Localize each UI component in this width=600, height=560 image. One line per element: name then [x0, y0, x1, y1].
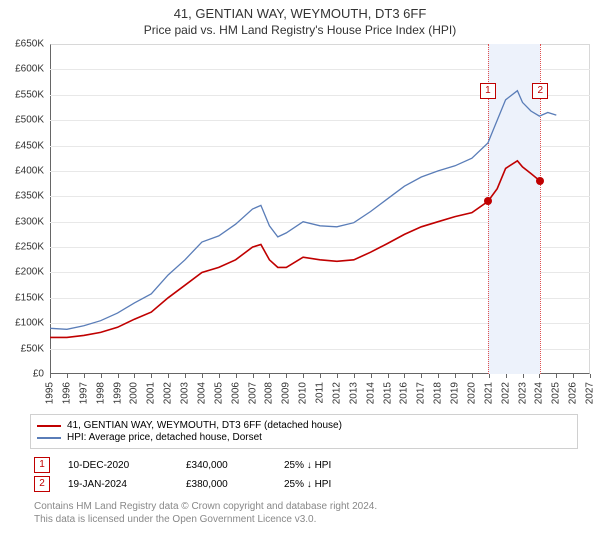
y-tick-label: £100K [15, 318, 44, 329]
sale-price: £340,000 [186, 460, 266, 471]
sale-delta: 25% ↓ HPI [284, 460, 384, 471]
x-tick-label: 1999 [112, 382, 123, 404]
x-tick-label: 2005 [213, 382, 224, 404]
x-tick-label: 2009 [281, 382, 292, 404]
sale-marker: 2 [34, 476, 50, 492]
sale-row: 2 19-JAN-2024 £380,000 25% ↓ HPI [34, 476, 578, 492]
sale-date: 19-JAN-2024 [68, 479, 168, 490]
sale-date: 10-DEC-2020 [68, 460, 168, 471]
x-tick-label: 2026 [568, 382, 579, 404]
sale-row: 1 10-DEC-2020 £340,000 25% ↓ HPI [34, 457, 578, 473]
x-tick-label: 2025 [551, 382, 562, 404]
x-tick-label: 2024 [534, 382, 545, 404]
y-tick-label: £50K [21, 343, 44, 354]
legend-swatch [37, 437, 61, 439]
x-tick-label: 1998 [95, 382, 106, 404]
x-tick-label: 2011 [315, 382, 326, 404]
y-axis-labels: £0£50K£100K£150K£200K£250K£300K£350K£400… [0, 44, 48, 374]
chart-marker: 2 [532, 83, 548, 99]
sale-delta: 25% ↓ HPI [284, 479, 384, 490]
series-hpi [50, 91, 556, 330]
y-tick-label: £350K [15, 191, 44, 202]
x-tick [590, 374, 591, 378]
chart-marker: 1 [480, 83, 496, 99]
legend-label: HPI: Average price, detached house, Dors… [67, 432, 262, 443]
series-property [50, 161, 540, 338]
x-tick-label: 1995 [45, 382, 56, 404]
y-tick-label: £600K [15, 64, 44, 75]
x-tick-label: 2012 [331, 382, 342, 404]
x-tick-label: 2008 [264, 382, 275, 404]
x-tick-label: 2006 [230, 382, 241, 404]
x-tick-label: 2022 [500, 382, 511, 404]
sale-price: £380,000 [186, 479, 266, 490]
chart-subtitle: Price paid vs. HM Land Registry's House … [0, 23, 600, 37]
y-tick-label: £550K [15, 89, 44, 100]
x-tick-label: 2018 [433, 382, 444, 404]
sale-marker: 1 [34, 457, 50, 473]
sales-table: 1 10-DEC-2020 £340,000 25% ↓ HPI 2 19-JAN-202… [30, 457, 578, 492]
chart-title: 41, GENTIAN WAY, WEYMOUTH, DT3 6FF [0, 6, 600, 21]
sale-dot [536, 177, 544, 185]
footer-text: Contains HM Land Registry data © Crown c… [30, 500, 578, 526]
x-tick-label: 2027 [585, 382, 596, 404]
x-tick-label: 2017 [416, 382, 427, 404]
legend-swatch [37, 425, 61, 427]
y-tick-label: £0 [33, 369, 44, 380]
legend-box: 41, GENTIAN WAY, WEYMOUTH, DT3 6FF (deta… [30, 414, 578, 449]
y-tick-label: £250K [15, 242, 44, 253]
sale-dot [484, 197, 492, 205]
x-tick-label: 2010 [298, 382, 309, 404]
legend-and-footer: 41, GENTIAN WAY, WEYMOUTH, DT3 6FF (deta… [30, 414, 578, 526]
series-lines [50, 44, 590, 374]
x-tick-label: 2013 [348, 382, 359, 404]
x-tick-label: 2023 [517, 382, 528, 404]
x-tick-label: 2003 [180, 382, 191, 404]
x-tick-label: 2004 [196, 382, 207, 404]
y-tick-label: £650K [15, 39, 44, 50]
x-tick-label: 2021 [483, 382, 494, 404]
footer-line-2: This data is licensed under the Open Gov… [34, 513, 578, 526]
y-tick-label: £400K [15, 165, 44, 176]
legend-row: 41, GENTIAN WAY, WEYMOUTH, DT3 6FF (deta… [37, 420, 571, 431]
x-tick-label: 1996 [61, 382, 72, 404]
x-tick-label: 2020 [466, 382, 477, 404]
y-tick-label: £150K [15, 292, 44, 303]
x-tick-label: 1997 [78, 382, 89, 404]
x-tick-label: 2016 [399, 382, 410, 404]
plot-area: 12 [50, 44, 590, 374]
x-axis-labels: 1995199619971998199920002001200220032004… [50, 378, 590, 418]
x-tick-label: 2014 [365, 382, 376, 404]
legend-label: 41, GENTIAN WAY, WEYMOUTH, DT3 6FF (deta… [67, 420, 342, 431]
x-tick-label: 2002 [163, 382, 174, 404]
y-tick-label: £300K [15, 216, 44, 227]
x-tick-label: 2000 [129, 382, 140, 404]
x-tick-label: 2007 [247, 382, 258, 404]
y-tick-label: £200K [15, 267, 44, 278]
legend-row: HPI: Average price, detached house, Dors… [37, 432, 571, 443]
x-tick-label: 2015 [382, 382, 393, 404]
title-block: 41, GENTIAN WAY, WEYMOUTH, DT3 6FF Price… [0, 0, 600, 37]
x-tick-label: 2019 [450, 382, 461, 404]
chart-container: 41, GENTIAN WAY, WEYMOUTH, DT3 6FF Price… [0, 0, 600, 560]
y-tick-label: £500K [15, 115, 44, 126]
y-tick-label: £450K [15, 140, 44, 151]
x-tick-label: 2001 [146, 382, 157, 404]
footer-line-1: Contains HM Land Registry data © Crown c… [34, 500, 578, 513]
